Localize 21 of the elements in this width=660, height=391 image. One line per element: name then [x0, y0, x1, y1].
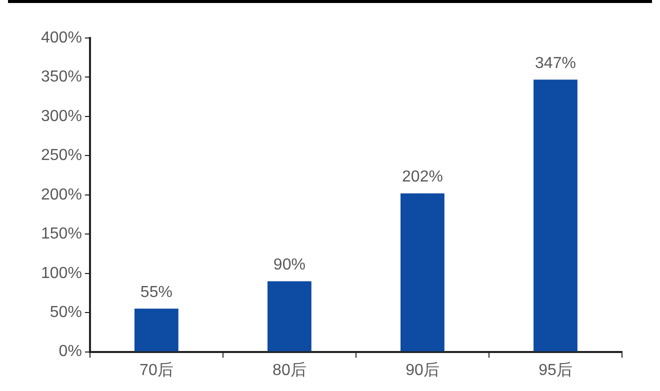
- bar: [400, 193, 444, 352]
- x-tick-label: 90后: [406, 360, 440, 379]
- y-tick-label: 400%: [41, 29, 82, 46]
- bar: [268, 281, 312, 352]
- x-tick-label: 80后: [272, 360, 306, 379]
- data-label: 90%: [273, 256, 306, 274]
- x-tick-label: 70后: [140, 360, 174, 379]
- x-tick-label: 95后: [538, 360, 572, 379]
- data-label: 347%: [535, 54, 576, 72]
- y-tick-label: 100%: [41, 264, 82, 282]
- y-tick-label: 300%: [41, 108, 82, 125]
- y-tick-label: 350%: [41, 68, 82, 86]
- bar: [534, 80, 578, 352]
- y-tick-label: 150%: [41, 226, 82, 243]
- y-tick-label: 50%: [50, 304, 82, 321]
- y-tick-label: 0%: [58, 343, 82, 360]
- data-label: 55%: [140, 284, 172, 302]
- y-tick-label: 200%: [41, 186, 82, 204]
- y-tick-label: 250%: [41, 147, 82, 164]
- data-label: 202%: [402, 168, 443, 186]
- bar: [134, 308, 178, 352]
